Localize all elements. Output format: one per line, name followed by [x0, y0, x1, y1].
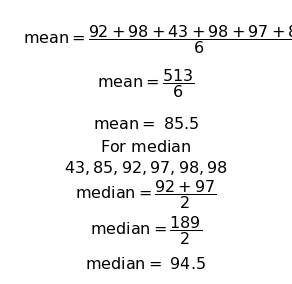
Text: $\mathrm{median=}\dfrac{189}{2}$: $\mathrm{median=}\dfrac{189}{2}$: [90, 214, 202, 247]
Text: $\mathrm{mean=}\dfrac{92 + 98 + 43 + 98 + 97 + 85}{6}$: $\mathrm{mean=}\dfrac{92 + 98 + 43 + 98 …: [23, 23, 292, 56]
Text: $\mathrm{mean=}\dfrac{513}{6}$: $\mathrm{mean=}\dfrac{513}{6}$: [97, 67, 195, 100]
Text: $\mathrm{median=}\dfrac{92 + 97}{2}$: $\mathrm{median=}\dfrac{92 + 97}{2}$: [75, 178, 217, 211]
Text: $\mathrm{median=\ 94.5}$: $\mathrm{median=\ 94.5}$: [86, 256, 206, 272]
Text: $\mathrm{43, 85, 92, 97, 98, 98}$: $\mathrm{43, 85, 92, 97, 98, 98}$: [64, 159, 228, 177]
Text: $\mathrm{For\ median}$: $\mathrm{For\ median}$: [100, 139, 192, 155]
Text: $\mathrm{mean=\ 85.5}$: $\mathrm{mean=\ 85.5}$: [93, 116, 199, 132]
